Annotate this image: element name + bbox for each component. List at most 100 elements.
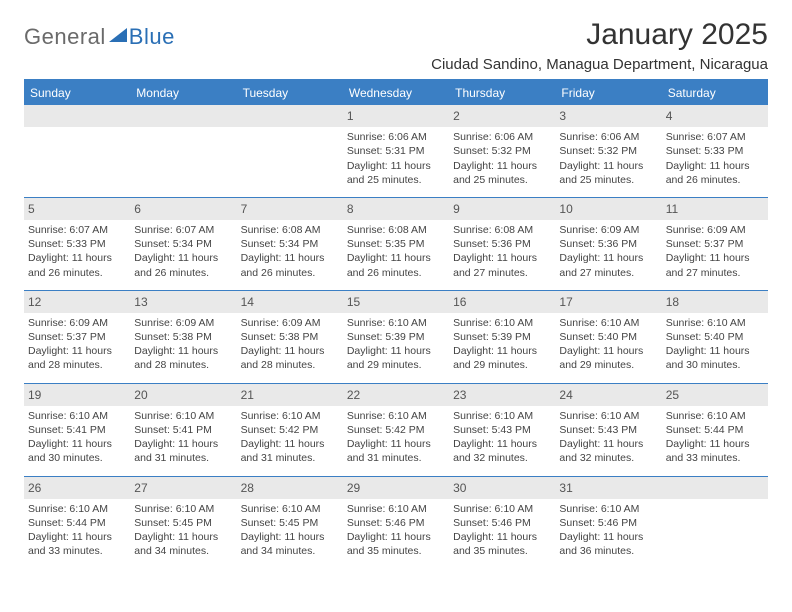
sunrise-text: Sunrise: 6:08 AM bbox=[241, 223, 339, 237]
sunset-text: Sunset: 5:38 PM bbox=[134, 330, 232, 344]
daylight-text: Daylight: 11 hours and 25 minutes. bbox=[347, 159, 445, 187]
day-number: 2 bbox=[449, 105, 555, 127]
daylight-text: Daylight: 11 hours and 27 minutes. bbox=[559, 251, 657, 279]
calendar-week-row: 19Sunrise: 6:10 AMSunset: 5:41 PMDayligh… bbox=[24, 383, 768, 476]
day-number: 9 bbox=[449, 198, 555, 220]
sunrise-text: Sunrise: 6:10 AM bbox=[453, 409, 551, 423]
sunset-text: Sunset: 5:38 PM bbox=[241, 330, 339, 344]
calendar-cell: 15Sunrise: 6:10 AMSunset: 5:39 PMDayligh… bbox=[343, 290, 449, 383]
sunrise-text: Sunrise: 6:09 AM bbox=[241, 316, 339, 330]
calendar-body: 1Sunrise: 6:06 AMSunset: 5:31 PMDaylight… bbox=[24, 105, 768, 568]
sunset-text: Sunset: 5:37 PM bbox=[28, 330, 126, 344]
sunrise-text: Sunrise: 6:10 AM bbox=[453, 316, 551, 330]
calendar-cell: 27Sunrise: 6:10 AMSunset: 5:45 PMDayligh… bbox=[130, 476, 236, 568]
calendar-cell: 6 Sunrise: 6:07 AMSunset: 5:34 PMDaylight… bbox=[130, 197, 236, 290]
daylight-text: Daylight: 11 hours and 31 minutes. bbox=[241, 437, 339, 465]
sail-icon bbox=[109, 28, 127, 42]
day-number: 10 bbox=[555, 198, 661, 220]
day-header: Thursday bbox=[449, 81, 555, 105]
calendar-cell: 20Sunrise: 6:10 AMSunset: 5:41 PMDayligh… bbox=[130, 383, 236, 476]
calendar-cell: 16Sunrise: 6:10 AMSunset: 5:39 PMDayligh… bbox=[449, 290, 555, 383]
sunrise-text: Sunrise: 6:07 AM bbox=[134, 223, 232, 237]
calendar-cell bbox=[130, 105, 236, 197]
daylight-text: Daylight: 11 hours and 35 minutes. bbox=[453, 530, 551, 558]
day-number: 24 bbox=[555, 384, 661, 406]
daylight-text: Daylight: 11 hours and 29 minutes. bbox=[347, 344, 445, 372]
day-number: 16 bbox=[449, 291, 555, 313]
calendar-cell: 18Sunrise: 6:10 AMSunset: 5:40 PMDayligh… bbox=[662, 290, 768, 383]
day-number: 23 bbox=[449, 384, 555, 406]
daylight-text: Daylight: 11 hours and 34 minutes. bbox=[241, 530, 339, 558]
sunrise-text: Sunrise: 6:10 AM bbox=[28, 409, 126, 423]
sunrise-text: Sunrise: 6:09 AM bbox=[28, 316, 126, 330]
calendar-cell: 14Sunrise: 6:09 AMSunset: 5:38 PMDayligh… bbox=[237, 290, 343, 383]
daylight-text: Daylight: 11 hours and 31 minutes. bbox=[347, 437, 445, 465]
sunset-text: Sunset: 5:46 PM bbox=[453, 516, 551, 530]
sunset-text: Sunset: 5:43 PM bbox=[453, 423, 551, 437]
calendar-cell: 25Sunrise: 6:10 AMSunset: 5:44 PMDayligh… bbox=[662, 383, 768, 476]
day-number-band bbox=[24, 105, 130, 127]
month-title: January 2025 bbox=[431, 18, 768, 52]
sunset-text: Sunset: 5:34 PM bbox=[134, 237, 232, 251]
day-number: 22 bbox=[343, 384, 449, 406]
day-number: 21 bbox=[237, 384, 343, 406]
daylight-text: Daylight: 11 hours and 29 minutes. bbox=[559, 344, 657, 372]
calendar-cell: 31Sunrise: 6:10 AMSunset: 5:46 PMDayligh… bbox=[555, 476, 661, 568]
brand-part2: Blue bbox=[129, 24, 175, 50]
day-number: 17 bbox=[555, 291, 661, 313]
daylight-text: Daylight: 11 hours and 30 minutes. bbox=[666, 344, 764, 372]
day-header: Tuesday bbox=[237, 81, 343, 105]
calendar-cell bbox=[662, 476, 768, 568]
day-header: Saturday bbox=[662, 81, 768, 105]
calendar-cell bbox=[24, 105, 130, 197]
calendar-cell: 28Sunrise: 6:10 AMSunset: 5:45 PMDayligh… bbox=[237, 476, 343, 568]
calendar-cell: 21Sunrise: 6:10 AMSunset: 5:42 PMDayligh… bbox=[237, 383, 343, 476]
calendar-cell: 22Sunrise: 6:10 AMSunset: 5:42 PMDayligh… bbox=[343, 383, 449, 476]
calendar-cell: 10Sunrise: 6:09 AMSunset: 5:36 PMDayligh… bbox=[555, 197, 661, 290]
calendar-cell: 8Sunrise: 6:08 AMSunset: 5:35 PMDaylight… bbox=[343, 197, 449, 290]
day-number: 6 bbox=[130, 198, 236, 220]
sunrise-text: Sunrise: 6:09 AM bbox=[559, 223, 657, 237]
calendar-cell: 24 Sunrise: 6:10 AMSunset: 5:43 PMDayligh… bbox=[555, 383, 661, 476]
daylight-text: Daylight: 11 hours and 26 minutes. bbox=[347, 251, 445, 279]
daylight-text: Daylight: 11 hours and 35 minutes. bbox=[347, 530, 445, 558]
calendar-cell: 2Sunrise: 6:06 AMSunset: 5:32 PMDaylight… bbox=[449, 105, 555, 197]
day-number: 30 bbox=[449, 477, 555, 499]
sunrise-text: Sunrise: 6:10 AM bbox=[134, 409, 232, 423]
sunrise-text: Sunrise: 6:10 AM bbox=[347, 316, 445, 330]
sunset-text: Sunset: 5:40 PM bbox=[559, 330, 657, 344]
day-number: 5 bbox=[24, 198, 130, 220]
day-number: 18 bbox=[662, 291, 768, 313]
sunset-text: Sunset: 5:43 PM bbox=[559, 423, 657, 437]
daylight-text: Daylight: 11 hours and 28 minutes. bbox=[241, 344, 339, 372]
daylight-text: Daylight: 11 hours and 26 minutes. bbox=[241, 251, 339, 279]
day-number: 20 bbox=[130, 384, 236, 406]
daylight-text: Daylight: 11 hours and 25 minutes. bbox=[559, 159, 657, 187]
calendar-cell: 23Sunrise: 6:10 AMSunset: 5:43 PMDayligh… bbox=[449, 383, 555, 476]
daylight-text: Daylight: 11 hours and 31 minutes. bbox=[134, 437, 232, 465]
day-number: 3 bbox=[555, 105, 661, 127]
sunrise-text: Sunrise: 6:10 AM bbox=[134, 502, 232, 516]
day-header-row: Sunday Monday Tuesday Wednesday Thursday… bbox=[24, 81, 768, 105]
day-number: 8 bbox=[343, 198, 449, 220]
sunrise-text: Sunrise: 6:10 AM bbox=[559, 409, 657, 423]
calendar-cell: 12Sunrise: 6:09 AMSunset: 5:37 PMDayligh… bbox=[24, 290, 130, 383]
sunset-text: Sunset: 5:33 PM bbox=[666, 144, 764, 158]
calendar-cell: 9Sunrise: 6:08 AMSunset: 5:36 PMDaylight… bbox=[449, 197, 555, 290]
daylight-text: Daylight: 11 hours and 26 minutes. bbox=[134, 251, 232, 279]
calendar-cell: 17Sunrise: 6:10 AMSunset: 5:40 PMDayligh… bbox=[555, 290, 661, 383]
day-number: 19 bbox=[24, 384, 130, 406]
brand-logo: General Blue bbox=[24, 18, 175, 50]
sunset-text: Sunset: 5:34 PM bbox=[241, 237, 339, 251]
day-number-band bbox=[237, 105, 343, 127]
calendar-week-row: 12Sunrise: 6:09 AMSunset: 5:37 PMDayligh… bbox=[24, 290, 768, 383]
sunset-text: Sunset: 5:33 PM bbox=[28, 237, 126, 251]
daylight-text: Daylight: 11 hours and 26 minutes. bbox=[666, 159, 764, 187]
sunrise-text: Sunrise: 6:10 AM bbox=[559, 502, 657, 516]
day-number: 31 bbox=[555, 477, 661, 499]
day-number: 15 bbox=[343, 291, 449, 313]
daylight-text: Daylight: 11 hours and 32 minutes. bbox=[559, 437, 657, 465]
calendar-cell: 7Sunrise: 6:08 AMSunset: 5:34 PMDaylight… bbox=[237, 197, 343, 290]
location-subtitle: Ciudad Sandino, Managua Department, Nica… bbox=[431, 56, 768, 73]
calendar-page: General Blue January 2025 Ciudad Sandino… bbox=[0, 0, 792, 580]
